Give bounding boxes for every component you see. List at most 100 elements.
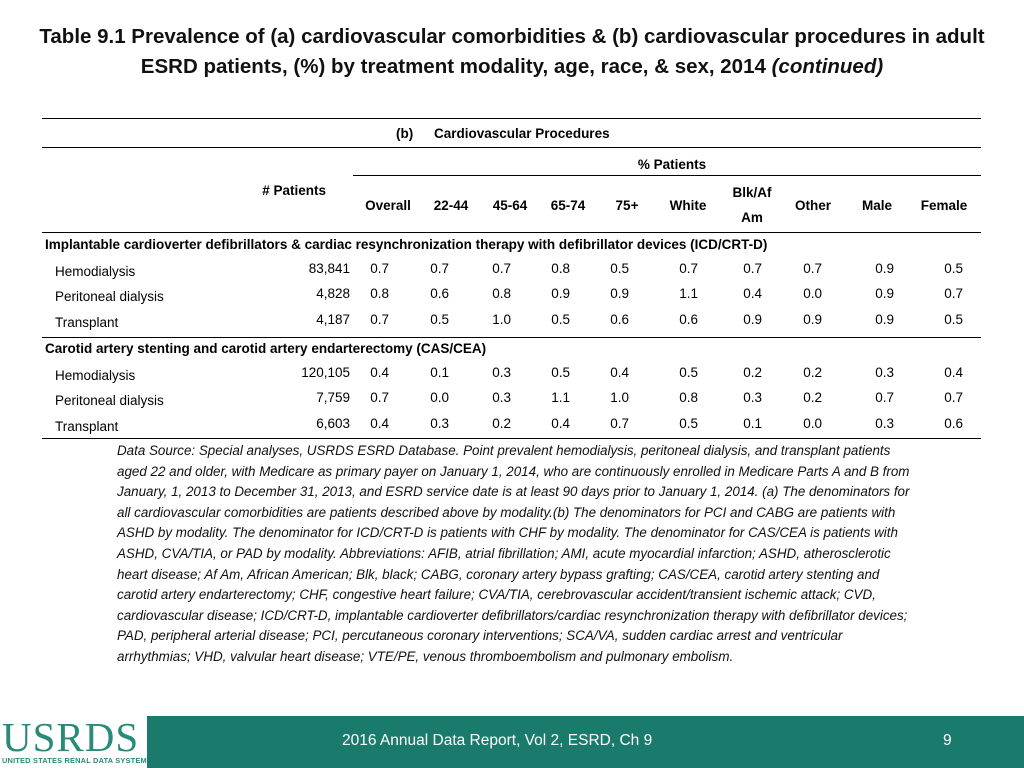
pct-cell: 0.9 [875,286,894,301]
data-source-note: Data Source: Special analyses, USRDS ESR… [117,443,910,664]
pct-cell: 0.4 [743,286,762,301]
pct-cell: 0.5 [551,364,570,380]
col-75-plus: 75+ [615,198,639,213]
page-title: Table 9.1 Prevalence of (a) cardiovascul… [0,22,1024,82]
pct-cell: 0.8 [679,390,698,405]
section-title: Cardiovascular Procedures [434,126,610,141]
col-65-74: 65-74 [550,198,586,213]
pct-cell: 0.4 [551,415,570,431]
pct-cell: 0.4 [610,364,629,380]
pct-cell: 0.9 [551,286,570,301]
pct-cell: 0.3 [875,415,894,431]
pct-cell: 0.5 [944,260,963,276]
pct-cell: 0.5 [679,415,698,431]
pct-cell: 0.1 [743,415,762,431]
section-letter: (b) [396,126,414,141]
table-bottom-rule [42,438,981,439]
pct-cell: 0.4 [370,364,389,380]
pct-cell: 0.5 [610,260,629,276]
pct-cell: 0.0 [803,286,822,301]
pct-cell: 0.6 [944,415,963,431]
row-label: Hemodialysis [55,263,136,279]
pct-cell: 0.7 [875,390,894,405]
pct-cell: 0.7 [743,260,762,276]
pct-cell: 0.7 [944,286,963,301]
pct-cell: 0.5 [551,311,570,327]
col-overall: Overall [365,198,411,213]
pct-cell: 0.2 [803,364,822,380]
patient-count: 4,828 [316,286,350,301]
title-line-2: ESRD patients, (%) by treatment modality… [0,52,1024,82]
pct-cell: 0.7 [370,311,389,327]
col-male: Male [861,198,892,213]
table-top-rule [42,118,981,119]
pct-cell: 0.7 [679,260,698,276]
pct-cell: 0.3 [875,364,894,380]
pct-cell: 0.3 [430,415,449,431]
pct-cell: 0.4 [944,364,963,380]
num-patients-header: # Patients [262,183,326,198]
row-label: Transplant [55,314,119,330]
pct-cell: 0.0 [430,390,449,405]
pct-cell: 0.7 [430,260,449,276]
pct-cell: 0.7 [803,260,822,276]
col-45-64: 45-64 [492,198,528,213]
group-divider [42,337,981,338]
pct-cell: 0.8 [492,286,511,301]
page-number: 9 [943,732,952,749]
col-blk-af: Blk/Af [732,185,772,200]
pct-cell: 0.7 [370,260,389,276]
section-rule [42,147,981,148]
pct-cell: 0.5 [430,311,449,327]
title-continued: (continued) [771,55,884,78]
pct-cell: 0.3 [492,390,511,405]
patient-count: 4,187 [316,311,350,327]
pct-cell: 0.5 [944,311,963,327]
row-label: Transplant [55,418,119,434]
pct-cell: 0.6 [679,311,698,327]
patient-count: 7,759 [316,390,350,405]
pct-cell: 0.9 [610,286,629,301]
pct-cell: 0.7 [370,390,389,405]
header-bottom-rule [42,232,981,233]
pct-cell: 0.8 [370,286,389,301]
logo-subtitle: UNITED STATES RENAL DATA SYSTEM [2,756,147,765]
row-label: Peritoneal dialysis [55,289,164,304]
pct-cell: 0.1 [430,364,449,380]
row-label: Peritoneal dialysis [55,393,164,408]
logo-wordmark: USRDS [2,714,140,760]
patient-count: 6,603 [316,415,350,431]
pct-cell: 0.4 [370,415,389,431]
pct-cell: 0.5 [679,364,698,380]
col-white: White [669,198,707,213]
footer-bar: USRDS UNITED STATES RENAL DATA SYSTEM 20… [0,716,1024,768]
pct-cell: 0.8 [551,260,570,276]
pct-cell: 0.2 [743,364,762,380]
group-title: Carotid artery stenting and carotid arte… [45,341,487,356]
title-line-1: Table 9.1 Prevalence of (a) cardiovascul… [39,25,985,48]
col-am: Am [741,210,763,225]
pct-cell: 0.6 [610,311,629,327]
row-label: Hemodialysis [55,367,136,383]
pct-cell: 0.9 [875,311,894,327]
report-title: 2016 Annual Data Report, Vol 2, ESRD, Ch… [342,732,653,749]
pct-cell: 0.7 [944,390,963,405]
patient-count: 120,105 [301,364,350,380]
title-line-2-text: ESRD patients, (%) by treatment modality… [140,55,766,78]
pct-cell: 0.3 [492,364,511,380]
pct-cell: 0.3 [743,390,762,405]
pct-cell: 0.6 [430,286,449,301]
pct-cell: 0.7 [492,260,511,276]
pct-cell: 0.9 [803,311,822,327]
col-other: Other [794,198,831,213]
pct-cell: 0.7 [610,415,629,431]
pct-cell: 0.9 [743,311,762,327]
pct-header-rule [353,175,981,176]
col-female: Female [920,198,968,213]
pct-cell: 1.1 [551,390,570,405]
patient-count: 83,841 [308,260,350,276]
pct-cell: 0.9 [875,260,894,276]
pct-cell: 1.1 [679,286,698,301]
pct-cell: 0.2 [492,415,511,431]
pct-cell: 0.2 [803,390,822,405]
